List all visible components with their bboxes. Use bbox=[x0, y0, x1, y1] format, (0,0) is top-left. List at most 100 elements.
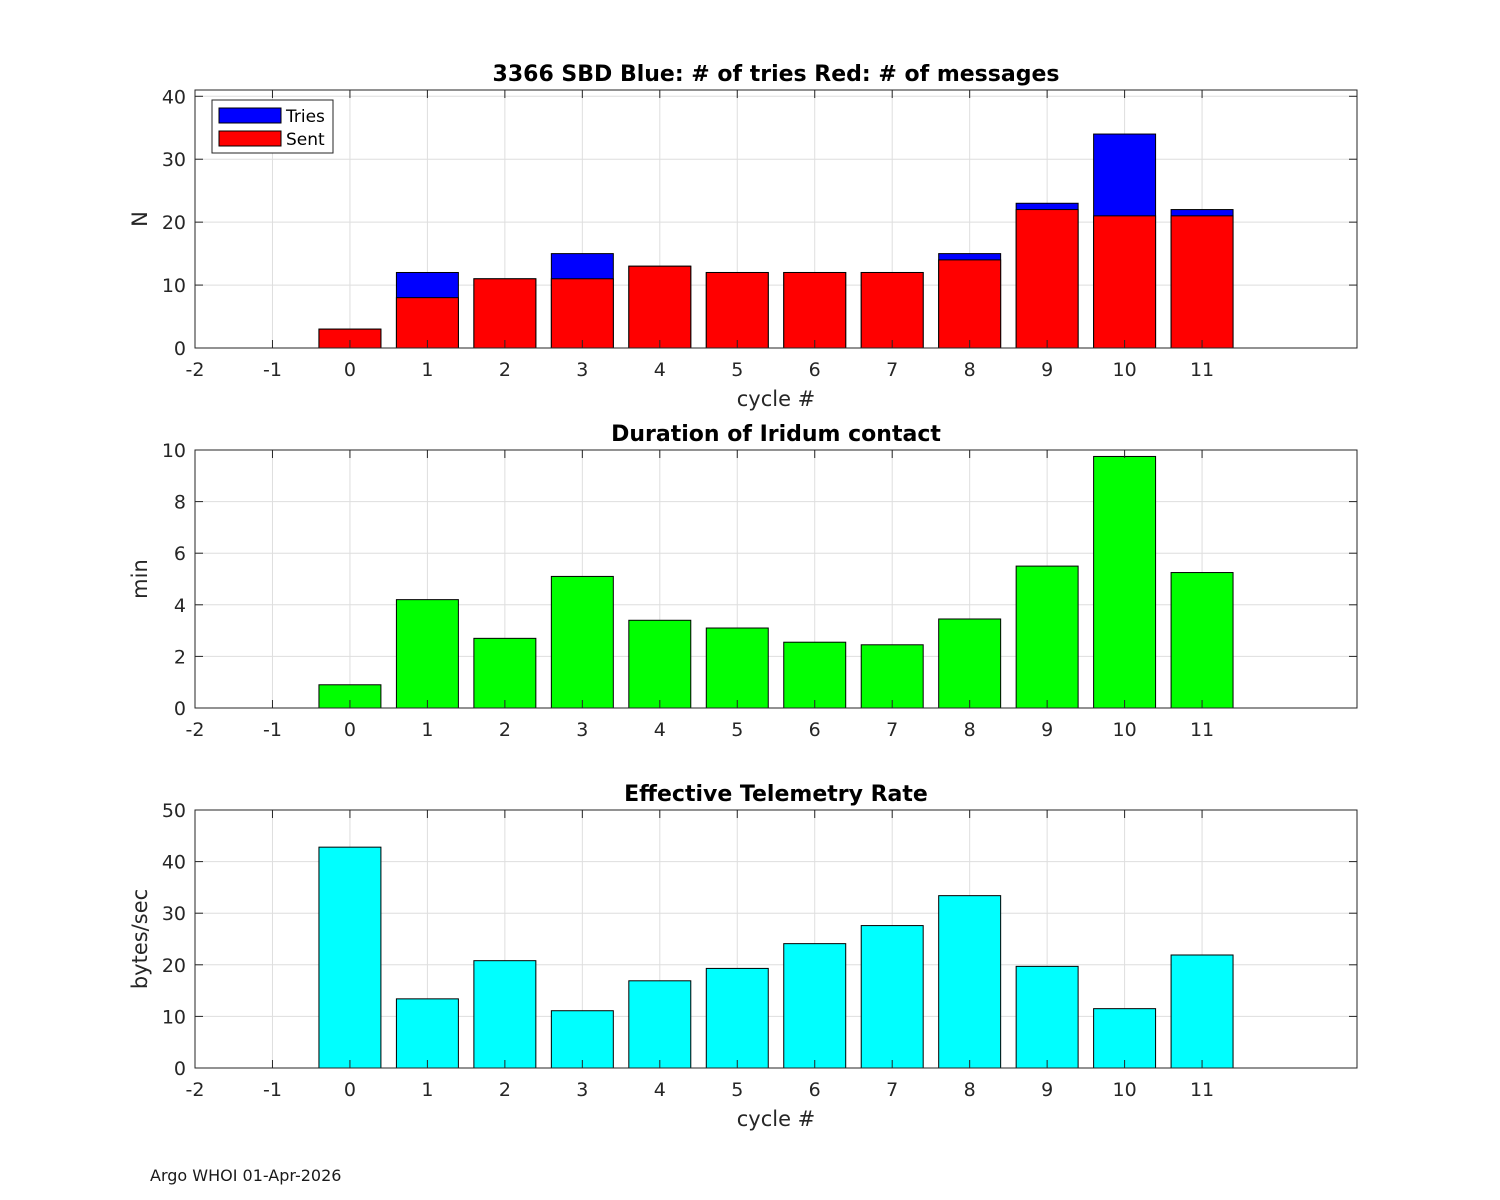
axes-box bbox=[194, 89, 1358, 349]
y-tick-label: 10 bbox=[162, 275, 186, 297]
y-tick-label: 10 bbox=[162, 1006, 186, 1028]
plot-area bbox=[195, 450, 1357, 708]
x-tick-label: 9 bbox=[1041, 1079, 1053, 1101]
x-tick-label: 0 bbox=[344, 1079, 356, 1101]
bar bbox=[1093, 455, 1157, 709]
x-tick-label: 2 bbox=[499, 1079, 511, 1101]
x-tick-label: 7 bbox=[886, 359, 898, 381]
y-tick-label: 0 bbox=[174, 698, 186, 720]
x-tick-label: 1 bbox=[421, 359, 433, 381]
x-tick-label: -1 bbox=[263, 359, 282, 381]
x-tick-label: 5 bbox=[731, 1079, 743, 1101]
x-tick-label: 6 bbox=[809, 359, 821, 381]
x-tick-label: 8 bbox=[964, 719, 976, 741]
x-tick-label: 8 bbox=[964, 359, 976, 381]
plot-area bbox=[195, 90, 1357, 348]
y-tick-label: 0 bbox=[174, 1058, 186, 1080]
y-tick-label: 8 bbox=[174, 492, 186, 514]
x-tick-label: 5 bbox=[731, 719, 743, 741]
x-tick-label: 11 bbox=[1190, 719, 1214, 741]
bar bbox=[1093, 1008, 1157, 1069]
bar-sent bbox=[395, 297, 459, 349]
x-tick-label: 5 bbox=[731, 359, 743, 381]
legend-label-tries: Tries bbox=[285, 107, 325, 127]
bar bbox=[473, 637, 537, 709]
y-axis-label: N bbox=[128, 211, 152, 227]
bar-sent bbox=[628, 265, 692, 349]
y-tick-label: 0 bbox=[174, 338, 186, 360]
x-tick-label: 3 bbox=[576, 719, 588, 741]
y-tick-label: 50 bbox=[162, 800, 186, 822]
bar-sent bbox=[705, 271, 769, 349]
bar-sent bbox=[1093, 215, 1157, 349]
bar bbox=[395, 599, 459, 709]
y-tick-label: 40 bbox=[162, 852, 186, 874]
chart-panel-3: -2 -1 0 1 2 3 4 5 6 7 8 9 10 11 0 10 20 30 40 50 Effective T… bbox=[128, 782, 1358, 1131]
bar-sent bbox=[938, 259, 1002, 349]
bar-sent bbox=[1015, 209, 1079, 349]
x-tick-label: 10 bbox=[1113, 1079, 1137, 1101]
bar bbox=[783, 943, 847, 1069]
legend-swatch-tries bbox=[218, 107, 282, 124]
y-tick-label: 40 bbox=[162, 86, 186, 108]
x-tick-label: -2 bbox=[186, 1079, 205, 1101]
x-tick-label: 9 bbox=[1041, 719, 1053, 741]
y-tick-label: 20 bbox=[162, 955, 186, 977]
bar bbox=[473, 960, 537, 1069]
bar bbox=[318, 846, 382, 1069]
bar-sent bbox=[783, 271, 847, 349]
footer-note: Argo WHOI 01-Apr-2026 bbox=[150, 1166, 342, 1185]
axes-box bbox=[194, 809, 1358, 1069]
bar bbox=[1170, 954, 1234, 1069]
x-tick-label: 6 bbox=[809, 1079, 821, 1101]
axes-box bbox=[194, 449, 1358, 709]
chart-title: Duration of Iridum contact bbox=[611, 422, 941, 447]
chart-panel-2: -2 -1 0 1 2 3 4 5 6 7 8 9 10 11 0 2 4 6 8 10 Duration of Iri… bbox=[128, 422, 1358, 741]
chart-panel-1: -2 -1 0 1 2 3 4 5 6 7 8 9 10 11 0 10 20 30 40 3366 SBD Blue… bbox=[128, 62, 1358, 411]
bar bbox=[550, 575, 614, 709]
bar bbox=[550, 1010, 614, 1069]
x-tick-label: 9 bbox=[1041, 359, 1053, 381]
bar bbox=[860, 644, 924, 709]
x-tick-label: 1 bbox=[421, 719, 433, 741]
bar bbox=[783, 641, 847, 709]
y-tick-label: 20 bbox=[162, 212, 186, 234]
x-tick-label: 3 bbox=[576, 1079, 588, 1101]
bar bbox=[705, 627, 769, 709]
chart-title: 3366 SBD Blue: # of tries Red: # of mess… bbox=[493, 62, 1060, 87]
bar bbox=[395, 998, 459, 1069]
y-tick-label: 30 bbox=[162, 149, 186, 171]
x-tick-label: 10 bbox=[1113, 719, 1137, 741]
x-tick-label: 10 bbox=[1113, 359, 1137, 381]
x-tick-label: 7 bbox=[886, 719, 898, 741]
x-tick-label: 4 bbox=[654, 359, 666, 381]
bar-sent bbox=[473, 278, 537, 349]
bar bbox=[705, 967, 769, 1069]
x-tick-label: 11 bbox=[1190, 1079, 1214, 1101]
x-tick-label: 8 bbox=[964, 1079, 976, 1101]
x-tick-label: -2 bbox=[186, 359, 205, 381]
x-tick-label: 11 bbox=[1190, 359, 1214, 381]
chart-title: Effective Telemetry Rate bbox=[624, 782, 928, 807]
x-tick-label: 1 bbox=[421, 1079, 433, 1101]
y-axis-label: min bbox=[128, 559, 152, 599]
legend: Tries Sent bbox=[211, 99, 334, 154]
bar bbox=[1015, 565, 1079, 709]
bar-sent bbox=[550, 278, 614, 349]
bar-sent bbox=[860, 271, 924, 349]
x-tick-label: -2 bbox=[186, 719, 205, 741]
y-axis-label: bytes/sec bbox=[128, 889, 152, 989]
x-tick-label: 3 bbox=[576, 359, 588, 381]
x-tick-label: 2 bbox=[499, 359, 511, 381]
x-tick-label: 0 bbox=[344, 719, 356, 741]
legend-label-sent: Sent bbox=[286, 130, 325, 150]
x-tick-label: 4 bbox=[654, 1079, 666, 1101]
x-axis-label: cycle # bbox=[737, 387, 816, 411]
bar bbox=[860, 925, 924, 1069]
bar-sent bbox=[1170, 215, 1234, 349]
x-tick-label: 6 bbox=[809, 719, 821, 741]
bar bbox=[1170, 572, 1234, 709]
y-tick-label: 6 bbox=[174, 543, 186, 565]
x-tick-label: -1 bbox=[263, 1079, 282, 1101]
